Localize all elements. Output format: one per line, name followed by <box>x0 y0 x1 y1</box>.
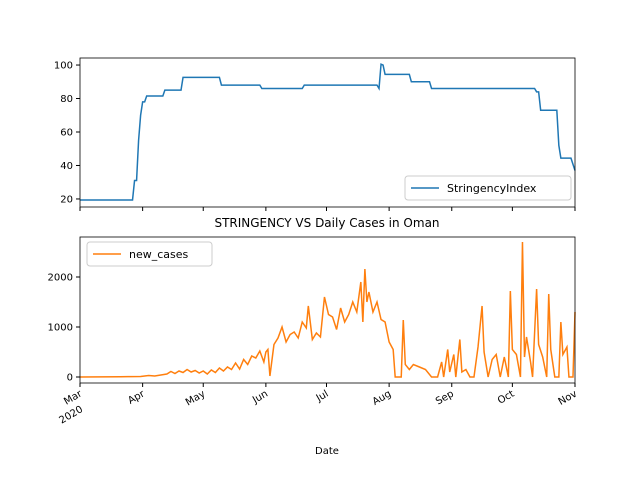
y-tick-label: 100 <box>54 61 73 72</box>
data-line <box>79 241 576 378</box>
x-tick-label: Apr <box>126 388 147 407</box>
x-tick-label: Aug <box>371 389 393 408</box>
y-tick-label: 40 <box>60 161 73 172</box>
data-line <box>80 63 576 201</box>
x-tick-label: Nov <box>557 389 579 408</box>
y-tick-label: 60 <box>60 127 73 138</box>
axes-frame <box>79 57 576 208</box>
legend-box <box>404 175 572 201</box>
x-tick-label: Sep <box>434 389 456 408</box>
x-axis-label: Date <box>315 446 339 457</box>
x-tick-label: May <box>184 389 207 409</box>
x-tick-label: Jun <box>250 389 270 407</box>
y-tick-label: 2000 <box>48 273 73 284</box>
legend-label: new_cases <box>129 248 189 261</box>
y-tick-label: 0 <box>67 373 73 384</box>
y-tick-label: 20 <box>60 194 73 205</box>
x-tick-year: 2020 <box>57 404 85 426</box>
x-tick-label: Oct <box>496 389 517 407</box>
y-tick-label: 1000 <box>48 323 73 334</box>
legend-box <box>86 241 213 267</box>
legend-label: StringencyIndex <box>447 182 537 195</box>
y-tick-label: 80 <box>60 94 73 105</box>
x-tick-label: Jul <box>314 389 331 405</box>
axes-frame <box>79 236 576 384</box>
x-tick-label: Mar <box>62 388 85 407</box>
chart-title: STRINGENCY VS Daily Cases in Oman <box>214 216 439 230</box>
